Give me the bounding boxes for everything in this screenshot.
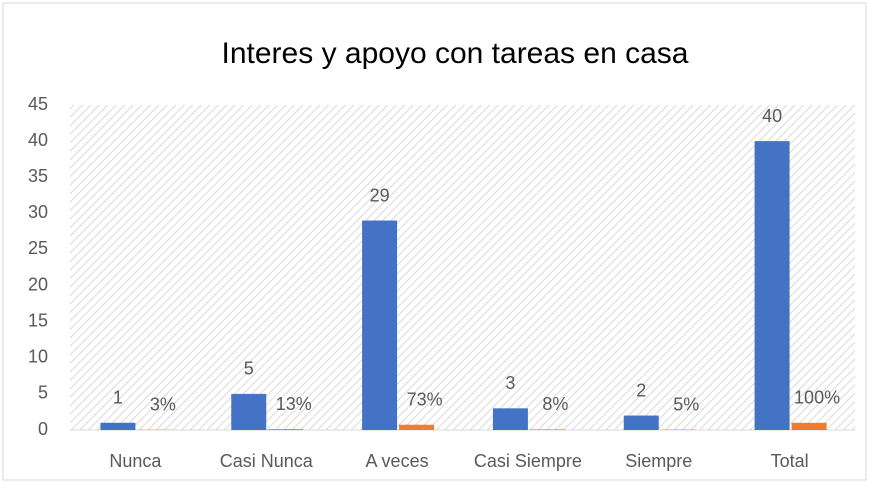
y-tick-label: 30	[28, 202, 48, 222]
data-label: 100%	[794, 388, 840, 408]
data-label: 40	[762, 106, 782, 126]
plot-area	[70, 105, 855, 430]
data-label: 1	[113, 388, 123, 408]
y-tick-label: 5	[38, 383, 48, 403]
data-label: 5	[244, 359, 254, 379]
data-label: 5%	[673, 394, 699, 414]
x-tick-label: A veces	[366, 451, 429, 471]
data-label: 2	[636, 380, 646, 400]
y-tick-label: 0	[38, 419, 48, 439]
bar	[791, 422, 827, 430]
data-label: 29	[370, 185, 390, 205]
bar	[623, 415, 659, 430]
y-tick-label: 10	[28, 347, 48, 367]
x-tick-label: Casi Nunca	[220, 451, 314, 471]
bar	[529, 429, 565, 430]
y-tick-label: 20	[28, 274, 48, 294]
bar	[231, 393, 267, 430]
bar	[492, 408, 528, 430]
y-tick-label: 15	[28, 310, 48, 330]
chart-title: Interes y apoyo con tareas en casa	[222, 37, 689, 70]
data-label: 8%	[542, 394, 568, 414]
data-label: 13%	[276, 394, 312, 414]
bar	[100, 422, 136, 430]
y-tick-label: 35	[28, 166, 48, 186]
x-tick-label: Nunca	[109, 451, 162, 471]
data-label: 73%	[407, 389, 443, 409]
x-tick-label: Casi Siempre	[474, 451, 582, 471]
data-label: 3%	[150, 395, 176, 415]
data-label: 3	[505, 373, 515, 393]
y-tick-label: 45	[28, 94, 48, 114]
x-tick-label: Total	[771, 451, 809, 471]
bar	[754, 141, 790, 430]
y-tick-label: 25	[28, 238, 48, 258]
x-tick-label: Siempre	[625, 451, 692, 471]
bar	[268, 429, 304, 430]
y-tick-label: 40	[28, 130, 48, 150]
bar	[399, 424, 435, 430]
bar	[362, 220, 398, 430]
